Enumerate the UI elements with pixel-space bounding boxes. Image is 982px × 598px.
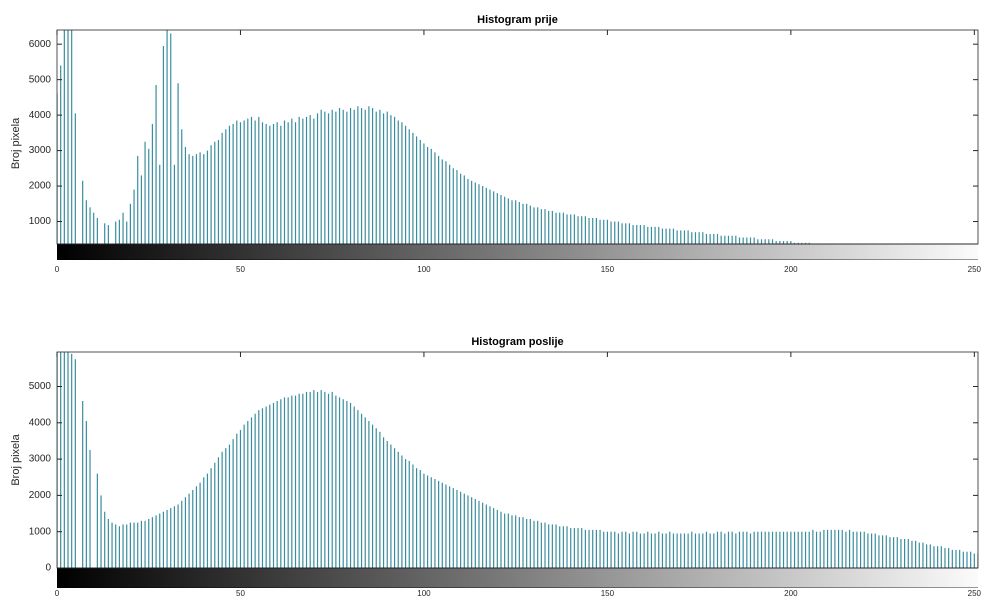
- plot-area: [57, 352, 978, 588]
- chart: 1000 2000 3000 4000 5000 6000 0 50 100 150 200 250 H…: [10, 14, 982, 274]
- x-tick-label: 150: [601, 589, 615, 598]
- y-tick-label: 4000: [29, 417, 52, 428]
- x-tick-label: 0: [55, 265, 60, 274]
- x-tick-label: 100: [417, 265, 431, 274]
- y-tick-label: 2000: [29, 490, 52, 501]
- x-tick-label: 200: [784, 589, 798, 598]
- y-tick-label: 5000: [29, 74, 52, 85]
- plot-area: [57, 30, 978, 260]
- y-tick-label: 4000: [29, 110, 52, 121]
- y-tick-label: 3000: [29, 145, 52, 156]
- axes-box: [56, 351, 979, 569]
- x-tick-label: 250: [968, 265, 982, 274]
- colorbar: [57, 243, 978, 260]
- x-tick-label: 50: [236, 265, 245, 274]
- x-tick-label: 50: [236, 589, 245, 598]
- axes-box: [56, 29, 979, 245]
- y-tick-label: 2000: [29, 181, 52, 192]
- x-tick-label: 100: [417, 589, 431, 598]
- chart-title: Histogram prije: [477, 14, 558, 26]
- y-tick-label: 5000: [29, 381, 52, 392]
- y-tick-label: 1000: [29, 526, 52, 537]
- x-tick-label: 200: [784, 265, 798, 274]
- x-tick-label: 0: [55, 589, 60, 598]
- y-tick-label: 3000: [29, 454, 52, 465]
- y-tick-label: 0: [45, 563, 51, 574]
- x-tick-label: 150: [601, 265, 615, 274]
- y-axis-label: Broj pixela: [10, 117, 22, 169]
- chart: 0 1000 2000 3000 4000 5000 0 50 100 150 200 250 Hist…: [10, 336, 982, 598]
- y-axis-label: Broj pixela: [10, 433, 22, 485]
- colorbar: [57, 567, 978, 588]
- x-tick-label: 250: [968, 589, 982, 598]
- y-tick-label: 6000: [29, 39, 52, 50]
- y-tick-label: 1000: [29, 216, 52, 227]
- chart-title: Histogram poslije: [471, 336, 563, 348]
